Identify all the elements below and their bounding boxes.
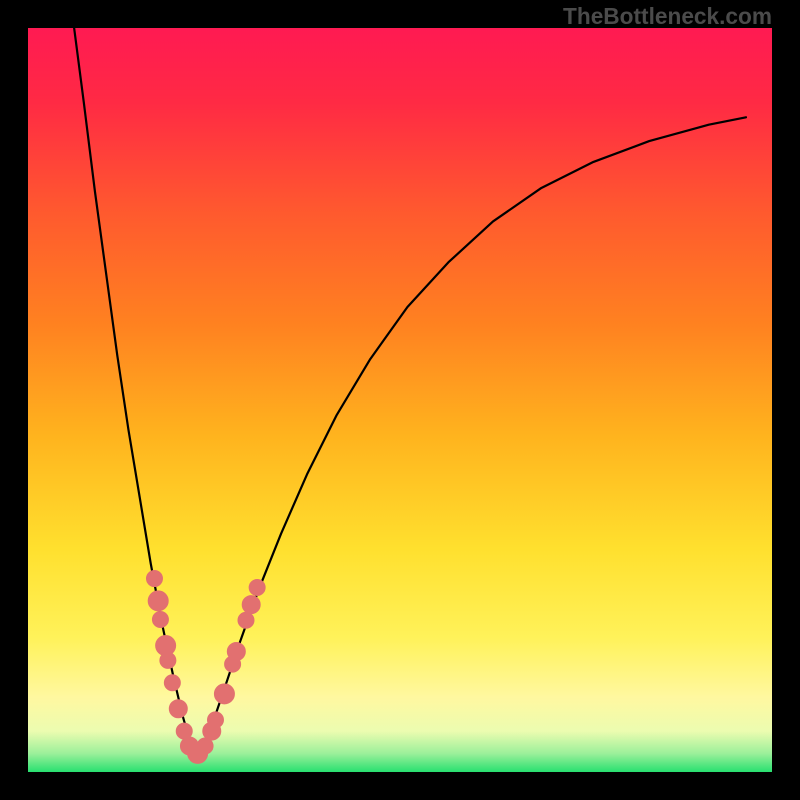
chart-svg — [0, 0, 800, 800]
data-marker — [249, 579, 265, 595]
data-marker — [214, 684, 234, 704]
data-marker — [207, 712, 223, 728]
watermark-text: TheBottleneck.com — [563, 3, 772, 30]
data-marker — [227, 642, 245, 660]
data-marker — [169, 700, 187, 718]
data-marker — [238, 612, 254, 628]
data-marker — [146, 571, 162, 587]
chart-root: TheBottleneck.com — [0, 0, 800, 800]
data-marker — [160, 652, 176, 668]
data-marker — [242, 596, 260, 614]
plot-area — [28, 28, 772, 772]
data-marker — [152, 611, 168, 627]
data-marker — [164, 675, 180, 691]
data-marker — [148, 591, 168, 611]
